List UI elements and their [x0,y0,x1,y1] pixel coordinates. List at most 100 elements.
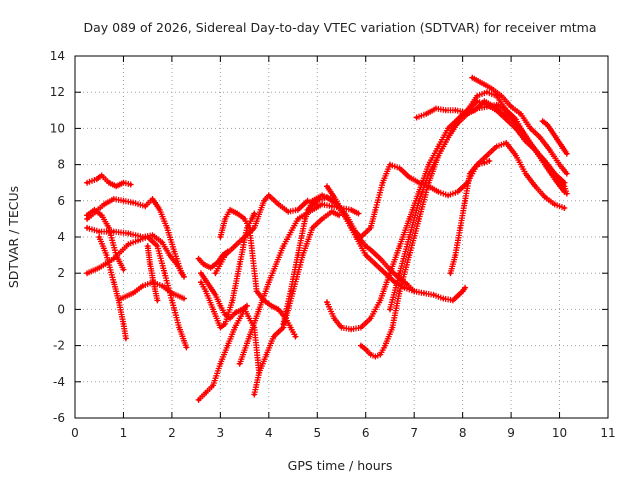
series-track-08 [144,243,161,304]
data-point [473,108,477,112]
data-point [475,163,479,167]
data-point [131,291,135,295]
data-point [470,76,474,80]
data-point [243,217,247,221]
y-tick-label: -6 [53,411,65,425]
data-point [233,311,237,315]
data-point [388,307,392,311]
data-point [369,226,373,230]
data-point [398,166,402,170]
data-point [499,94,503,98]
data-point [398,289,402,293]
data-point [531,144,535,149]
data-point [359,344,363,348]
data-point [417,217,421,221]
data-point [151,280,156,284]
data-point [453,253,457,257]
data-point [553,173,557,178]
data-point [238,362,242,366]
data-point [565,172,569,176]
data-point [398,271,402,275]
data-point [369,248,373,252]
data-point [129,182,133,187]
data-point [160,240,164,244]
data-point [97,230,101,234]
y-tick-label: 14 [50,49,65,63]
data-point [141,284,145,288]
data-point [446,193,450,197]
data-point [320,217,324,221]
data-point [184,345,188,349]
data-point [388,163,392,167]
data-point [213,271,218,275]
data-point [121,322,126,326]
data-point [332,195,336,199]
data-point [427,163,431,167]
data-point [121,181,126,185]
data-point [514,154,518,158]
data-point [482,99,486,103]
data-point [446,135,450,139]
series-track-14 [212,192,321,277]
x-tick-label: 0 [71,426,79,440]
data-point [199,271,203,275]
data-point [95,177,99,181]
data-point [436,154,440,158]
data-point [369,353,373,357]
data-point [373,208,377,212]
x-tick-label: 8 [459,426,467,440]
data-point [349,226,353,230]
data-point [463,110,467,114]
data-point [204,391,208,395]
data-point [315,199,319,203]
data-point [550,130,554,134]
data-point [252,211,256,216]
data-point [557,163,562,167]
data-point [281,244,285,248]
data-point [417,199,421,203]
data-point [296,217,300,221]
data-point [167,253,172,257]
data-point [182,296,186,301]
data-point [528,126,533,130]
data-point [204,289,208,293]
data-point [201,262,205,266]
data-point [230,298,235,302]
data-point [545,123,550,127]
data-point [320,193,324,197]
data-point [325,195,329,199]
series-track-03 [96,234,129,342]
data-point [354,235,358,239]
series-track-25 [447,158,493,277]
data-point [504,141,508,145]
y-tick-label: -4 [53,375,65,389]
chart-title: Day 089 of 2026, Sidereal Day-to-day VTE… [83,20,596,35]
data-point [453,108,457,112]
data-point [211,307,215,311]
data-point [562,184,567,188]
data-point [448,271,453,275]
data-point [264,353,268,357]
data-point [238,262,242,266]
data-point [310,199,314,203]
data-point [533,184,537,188]
data-point [436,190,440,194]
data-point [388,271,392,275]
data-point [456,117,460,121]
data-point [562,206,567,210]
data-point [407,253,411,257]
data-point [211,383,215,387]
data-point [126,242,130,246]
data-point [463,286,467,290]
data-point [175,262,179,266]
data-point [427,181,431,185]
data-point [381,181,385,185]
data-point [97,235,101,239]
data-point [150,233,155,237]
x-tick-label: 3 [217,426,225,440]
data-point [226,344,230,348]
data-point [243,307,247,311]
data-point [373,262,377,266]
